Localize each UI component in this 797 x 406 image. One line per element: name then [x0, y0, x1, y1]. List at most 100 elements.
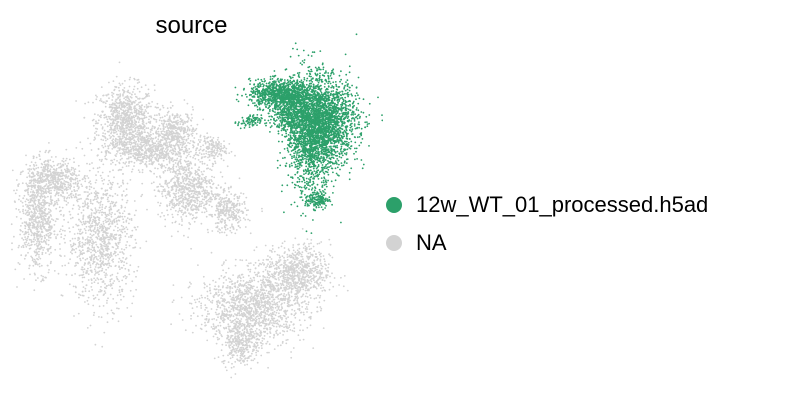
- point-series-1: [154, 147, 157, 150]
- point-series-1: [49, 233, 52, 236]
- point-series-1: [100, 289, 103, 292]
- point-series-1: [116, 307, 118, 310]
- point-series-1: [205, 208, 207, 211]
- point-series-1: [84, 203, 87, 206]
- point-series-1: [143, 124, 146, 127]
- point-series-1: [239, 216, 241, 219]
- point-series-1: [191, 117, 194, 119]
- point-series-1: [56, 233, 59, 236]
- point-series-1: [151, 127, 154, 129]
- point-series-1: [167, 136, 170, 138]
- point-series-1: [194, 163, 197, 166]
- point-series-1: [18, 244, 20, 247]
- point-series-1: [100, 223, 103, 226]
- point-series-1: [87, 261, 90, 264]
- point-series-1: [203, 204, 205, 207]
- point-series-1: [90, 248, 92, 251]
- point-series-1: [97, 263, 100, 266]
- point-series-1: [129, 76, 132, 79]
- point-series-1: [96, 271, 98, 274]
- point-series-1: [98, 221, 100, 224]
- point-series-1: [124, 274, 127, 277]
- point-series-1: [82, 202, 84, 205]
- point-series-1: [175, 195, 177, 198]
- point-series-1: [119, 268, 121, 271]
- point-series-1: [37, 277, 39, 279]
- point-series-1: [114, 192, 117, 195]
- point-series-1: [232, 208, 235, 211]
- point-series-1: [118, 257, 121, 260]
- point-series-1: [15, 179, 18, 181]
- point-series-1: [167, 129, 170, 132]
- point-series-1: [51, 179, 54, 182]
- point-series-1: [39, 150, 41, 153]
- point-series-1: [152, 117, 155, 120]
- point-series-1: [23, 257, 26, 260]
- point-series-1: [33, 212, 35, 215]
- point-series-1: [145, 122, 148, 125]
- point-series-1: [55, 171, 58, 174]
- point-series-1: [196, 182, 199, 185]
- point-series-1: [116, 138, 118, 141]
- point-series-1: [118, 135, 121, 138]
- point-series-1: [126, 146, 128, 149]
- point-series-1: [174, 194, 176, 197]
- point-series-1: [110, 215, 113, 218]
- point-series-1: [190, 124, 193, 127]
- point-series-1: [192, 144, 194, 147]
- point-series-1: [104, 219, 107, 222]
- point-series-1: [101, 269, 103, 272]
- point-series-1: [41, 253, 44, 256]
- point-series-1: [184, 211, 187, 214]
- point-series-1: [163, 214, 166, 217]
- umap-scatter-plot: [10, 33, 383, 379]
- point-series-1: [65, 197, 68, 200]
- point-series-1: [96, 245, 99, 248]
- point-series-1: [145, 240, 148, 243]
- point-series-1: [180, 118, 182, 120]
- point-series-1: [89, 233, 92, 236]
- point-series-1: [212, 195, 215, 198]
- point-series-1: [232, 206, 235, 209]
- point-series-1: [81, 276, 84, 279]
- point-series-1: [91, 289, 93, 291]
- point-series-1: [37, 226, 40, 229]
- point-series-1: [177, 144, 180, 147]
- point-series-1: [126, 117, 129, 119]
- point-series-1: [156, 102, 159, 105]
- point-series-1: [151, 156, 154, 159]
- point-series-1: [145, 107, 148, 109]
- point-series-1: [87, 236, 89, 238]
- point-series-1: [14, 268, 17, 271]
- point-series-1: [112, 282, 114, 285]
- point-series-1: [125, 161, 127, 164]
- point-series-1: [213, 176, 216, 179]
- point-series-1: [167, 148, 169, 151]
- point-series-1: [45, 183, 48, 186]
- point-series-1: [84, 222, 87, 225]
- point-series-1: [203, 162, 206, 165]
- point-series-1: [174, 209, 177, 212]
- point-series-1: [68, 158, 71, 161]
- point-series-1: [145, 93, 147, 95]
- point-series-1: [137, 154, 140, 156]
- point-series-1: [33, 289, 36, 292]
- point-series-1: [41, 163, 44, 166]
- point-series-1: [18, 263, 21, 266]
- point-series-1: [171, 185, 174, 187]
- point-series-1: [97, 192, 100, 195]
- point-series-1: [23, 194, 26, 197]
- point-series-1: [109, 137, 112, 140]
- point-series-1: [110, 132, 112, 135]
- point-series-1: [102, 235, 104, 238]
- point-series-1: [164, 156, 166, 158]
- point-series-1: [53, 230, 56, 233]
- point-series-1: [33, 243, 36, 246]
- point-series-1: [201, 198, 204, 201]
- point-series-1: [105, 100, 108, 102]
- point-series-1: [38, 262, 41, 265]
- point-series-1: [226, 209, 229, 212]
- point-series-1: [121, 135, 124, 138]
- point-series-1: [109, 116, 112, 118]
- point-series-1: [237, 218, 239, 221]
